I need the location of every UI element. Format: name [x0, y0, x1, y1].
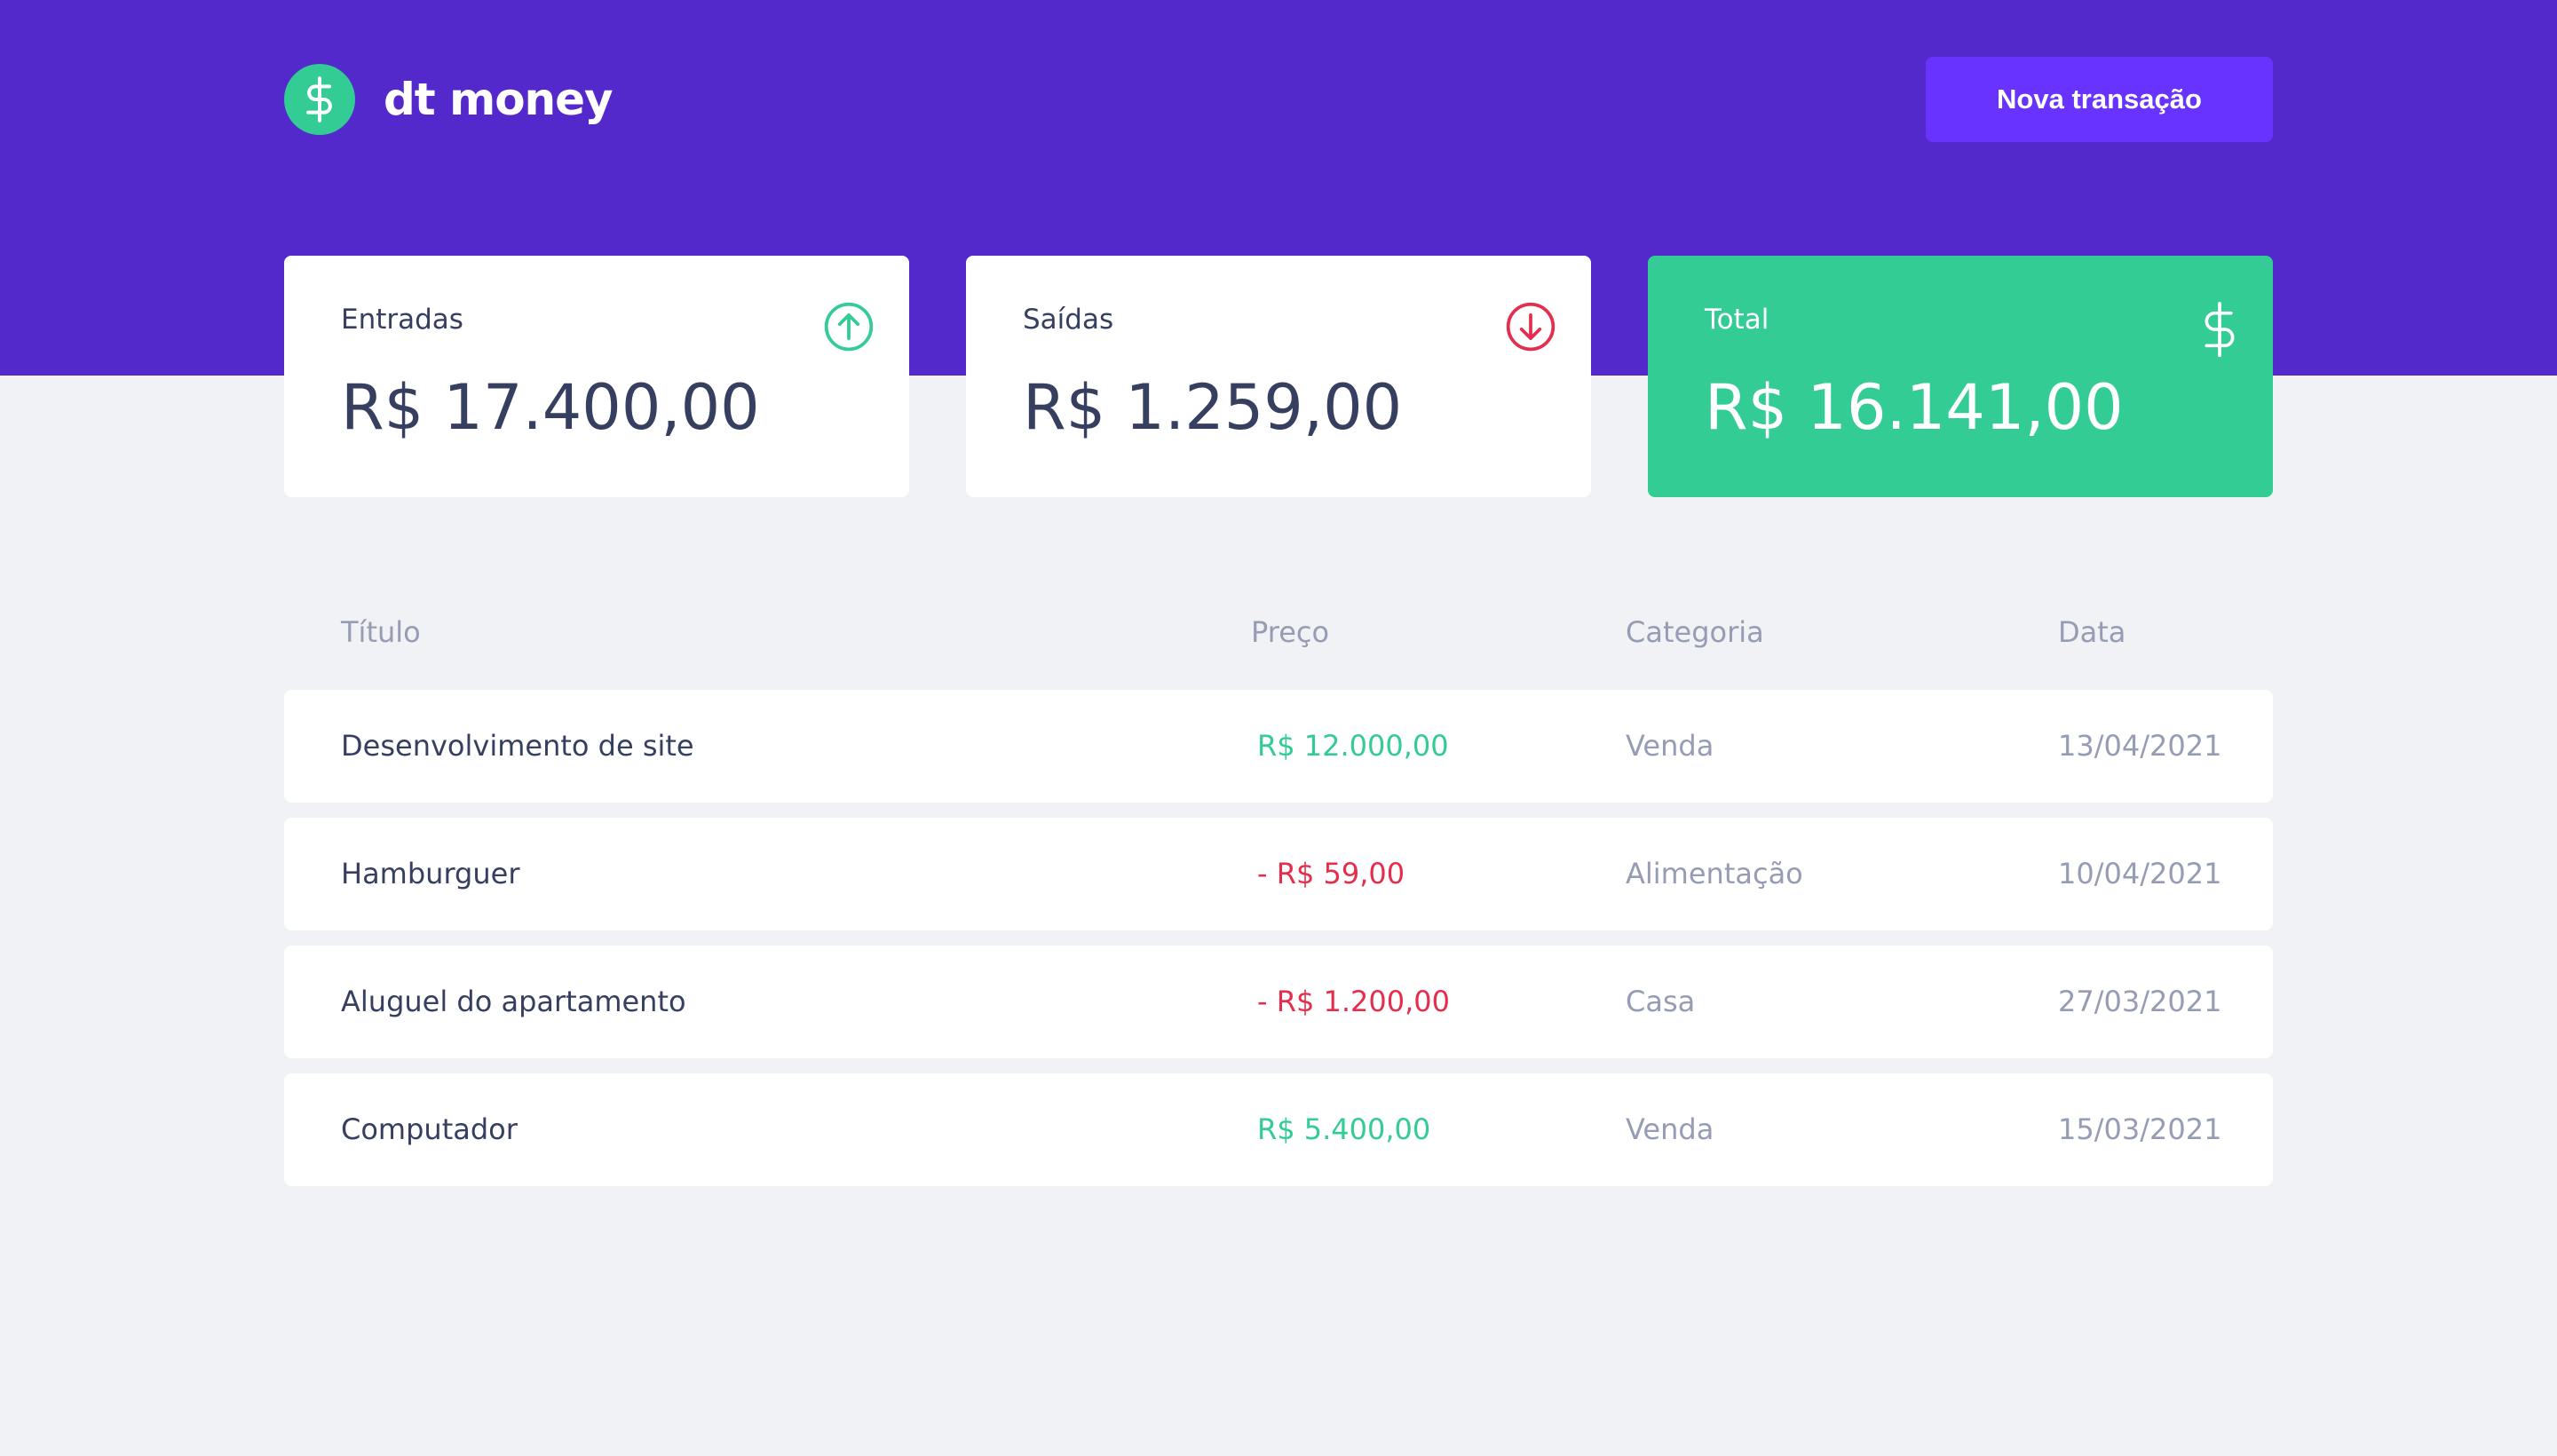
column-header-title: Título	[341, 615, 421, 649]
dollar-icon	[2200, 300, 2239, 362]
table-row: Hamburguer - R$ 59,00 Alimentação 10/04/…	[284, 818, 2273, 930]
transaction-date: 15/03/2021	[2058, 1112, 2222, 1146]
total-label: Total	[1705, 304, 1769, 336]
transaction-price: R$ 5.400,00	[1257, 1112, 1431, 1146]
income-label: Entradas	[341, 304, 463, 336]
transaction-date: 13/04/2021	[2058, 729, 2222, 763]
transaction-category: Alimentação	[1626, 857, 1803, 890]
app-title: dt money	[384, 74, 614, 125]
transaction-category: Venda	[1626, 1112, 1714, 1146]
total-value: R$ 16.141,00	[1705, 371, 2124, 444]
income-card: Entradas R$ 17.400,00	[284, 256, 909, 497]
transaction-title: Computador	[341, 1112, 518, 1146]
table-row: Desenvolvimento de site R$ 12.000,00 Ven…	[284, 690, 2273, 803]
transaction-category: Casa	[1626, 985, 1696, 1018]
transaction-date: 27/03/2021	[2058, 985, 2222, 1018]
dollar-icon	[284, 64, 355, 135]
arrow-up-circle-icon	[822, 300, 875, 357]
transaction-title: Aluguel do apartamento	[341, 985, 686, 1018]
transaction-price: - R$ 1.200,00	[1257, 985, 1450, 1018]
table-row: Aluguel do apartamento - R$ 1.200,00 Cas…	[284, 946, 2273, 1058]
outcome-label: Saídas	[1023, 304, 1114, 336]
transaction-date: 10/04/2021	[2058, 857, 2222, 890]
column-header-price: Preço	[1251, 615, 1330, 649]
new-transaction-button[interactable]: Nova transação	[1926, 57, 2273, 142]
transaction-title: Desenvolvimento de site	[341, 729, 694, 763]
income-value: R$ 17.400,00	[341, 371, 760, 444]
column-header-category: Categoria	[1626, 615, 1764, 649]
transaction-price: R$ 12.000,00	[1257, 729, 1449, 763]
outcome-value: R$ 1.259,00	[1023, 371, 1403, 444]
transaction-category: Venda	[1626, 729, 1714, 763]
arrow-down-circle-icon	[1504, 300, 1557, 357]
logo: dt money	[284, 64, 614, 135]
total-card: Total R$ 16.141,00	[1648, 256, 2273, 497]
outcome-card: Saídas R$ 1.259,00	[966, 256, 1591, 497]
table-row: Computador R$ 5.400,00 Venda 15/03/2021	[284, 1073, 2273, 1186]
transaction-price: - R$ 59,00	[1257, 857, 1405, 890]
transaction-title: Hamburguer	[341, 857, 520, 890]
column-header-date: Data	[2058, 615, 2126, 649]
